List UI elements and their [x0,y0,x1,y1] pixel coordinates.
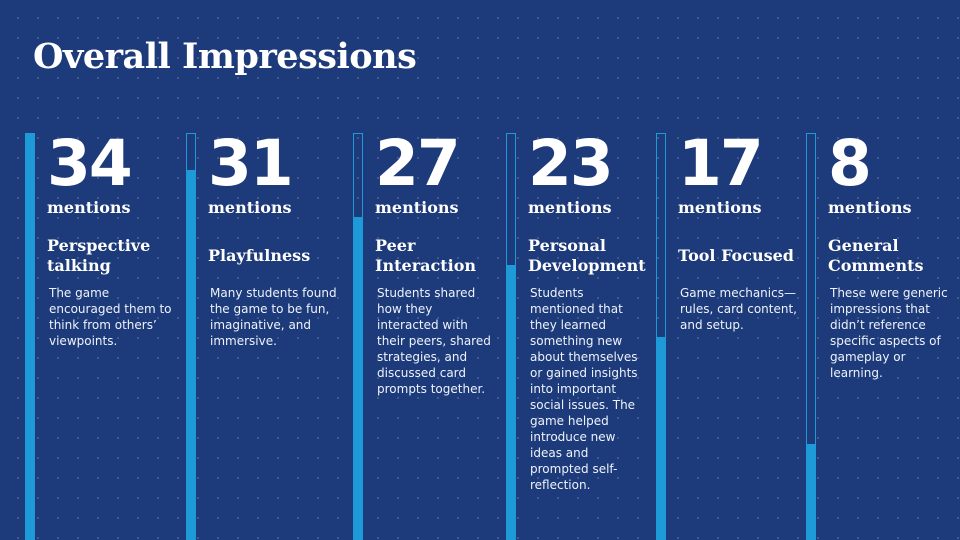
mention-count: 34 [47,127,133,200]
mention-count: 8 [828,127,872,200]
category-label: General Comments [828,236,924,275]
category-description: These were generic impressions that didn… [830,286,948,380]
category-label: Tool Focused [678,246,794,265]
mention-bar [353,133,363,540]
category-description: Game mechanics—rules, card content, and … [680,286,797,332]
category-label: Perspective talking [47,236,151,275]
mention-bar-fill [507,265,515,539]
mention-count: 23 [528,127,614,200]
category-label: Playfulness [208,246,311,265]
mention-bar [656,133,666,540]
category-description: Students mentioned that they learned som… [530,286,638,492]
mention-bar-fill [354,217,362,539]
mention-bar-fill [187,169,195,539]
mention-unit: mentions [47,198,131,217]
category-description: The game encouraged them to think from o… [49,286,172,348]
mention-unit: mentions [528,198,612,217]
mention-count: 27 [375,127,461,200]
mention-bar [186,133,196,540]
mention-count: 17 [678,127,764,200]
mention-bar [25,133,35,540]
mention-unit: mentions [208,198,292,217]
mention-unit: mentions [828,198,912,217]
category-description: Students shared how they interacted with… [377,286,491,396]
mention-bar [806,133,816,540]
category-label: Personal Development [528,236,646,275]
category-label: Peer Interaction [375,236,476,275]
mention-unit: mentions [678,198,762,217]
mention-bar-fill [657,336,665,539]
mention-bar-fill [807,443,815,539]
category-description: Many students found the game to be fun, … [210,286,337,348]
mention-unit: mentions [375,198,459,217]
mention-bar-fill [26,134,34,539]
mention-count: 31 [208,127,294,200]
mention-bar [506,133,516,540]
page-title: Overall Impressions [33,36,417,77]
